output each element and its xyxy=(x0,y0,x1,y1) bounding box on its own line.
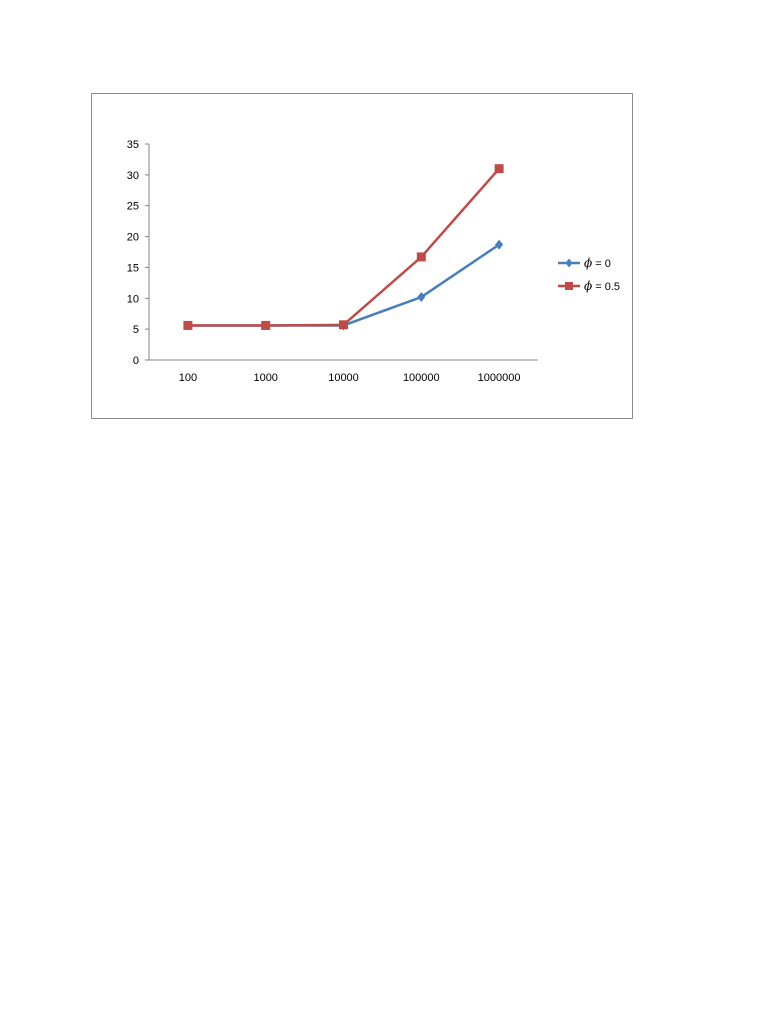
y-tick-label: 0 xyxy=(133,355,139,367)
legend: ϕ = 0ϕ = 0.5 xyxy=(558,256,620,293)
data-point xyxy=(261,320,271,330)
y-tick-label: 35 xyxy=(127,139,139,151)
y-tick-label: 30 xyxy=(127,170,139,182)
legend-label: ϕ = 0 xyxy=(584,256,611,270)
legend-item: ϕ = 0.5 xyxy=(558,279,620,293)
x-axis: 100 1000 10000 100000 1000000 xyxy=(149,359,538,384)
series-1 xyxy=(183,164,504,330)
data-point xyxy=(417,292,426,303)
legend-value: = 0 xyxy=(592,258,611,270)
data-point xyxy=(339,320,348,330)
y-tick-label: 25 xyxy=(127,201,139,213)
legend-symbol: ϕ xyxy=(584,256,592,270)
x-tick-label: 100000 xyxy=(403,372,440,384)
x-tick-label: 10000 xyxy=(328,372,359,384)
legend-marker xyxy=(565,258,573,268)
data-point xyxy=(494,164,504,174)
y-tick-label: 5 xyxy=(133,324,139,336)
series-layer xyxy=(183,164,504,331)
data-point xyxy=(495,239,504,250)
legend-label: ϕ = 0.5 xyxy=(584,279,620,293)
legend-value: = 0.5 xyxy=(592,281,620,293)
chart-frame: 0 5 10 15 20 25 30 35 100 1000 10000 100000 1000000… xyxy=(91,93,633,419)
x-tick-label: 1000000 xyxy=(478,372,521,384)
legend-symbol: ϕ xyxy=(584,279,592,293)
y-tick-label: 10 xyxy=(127,293,139,305)
legend-marker xyxy=(565,282,573,290)
y-tick-label: 15 xyxy=(127,262,139,274)
x-tick-label: 1000 xyxy=(253,372,277,384)
series-0 xyxy=(183,239,504,331)
y-axis: 0 5 10 15 20 25 30 35 xyxy=(127,139,150,367)
series-line xyxy=(187,167,501,327)
legend-item: ϕ = 0 xyxy=(558,256,611,270)
x-tick-label: 100 xyxy=(179,372,197,384)
y-tick-label: 20 xyxy=(127,232,139,244)
series-line xyxy=(187,243,500,327)
data-point xyxy=(416,252,426,262)
data-point xyxy=(183,320,193,330)
line-chart: 0 5 10 15 20 25 30 35 100 1000 10000 100000 1000000… xyxy=(127,139,620,384)
